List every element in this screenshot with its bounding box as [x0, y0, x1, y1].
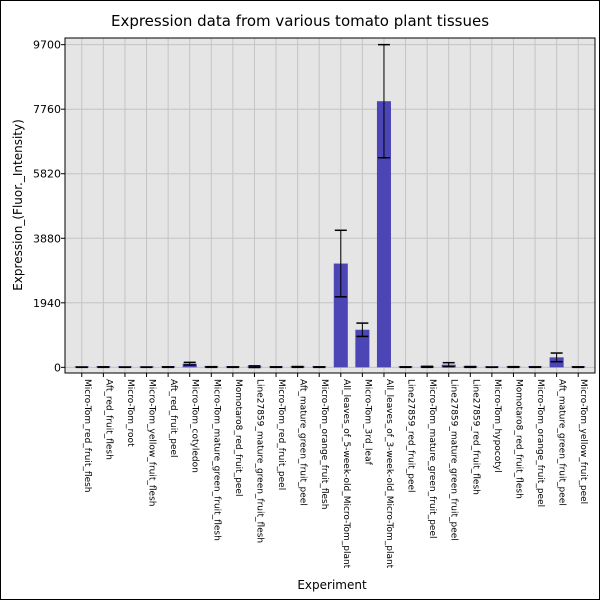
y-axis-label: Expression_(Fluor._Intensity): [11, 119, 25, 291]
y-tick-label: 9700: [33, 39, 61, 52]
error-bar: [205, 365, 218, 369]
error-bar: [572, 366, 585, 369]
grid-lines: [65, 38, 595, 373]
bar: [376, 101, 391, 368]
error-bars-group: [75, 43, 585, 369]
x-tick-label: Micro-Tom_mature_green_fruit_peel: [427, 379, 437, 539]
chart-title: Expression data from various tomato plan…: [111, 12, 489, 30]
bar: [333, 263, 348, 368]
error-bar: [529, 366, 542, 369]
x-tick-label: Micro-Tom_red_fruit_flesh: [82, 379, 92, 493]
error-bar: [97, 366, 110, 369]
error-bar: [334, 229, 347, 298]
y-tick-label: 0: [54, 361, 61, 374]
bar: [355, 329, 370, 368]
error-bar: [421, 365, 434, 369]
x-tick-label: Micro-Tom_root: [125, 379, 135, 447]
x-tick-label: Micro-Tom_red_fruit_peel: [276, 379, 286, 490]
x-tick-label: Line27859_mature_green_fruit_peel: [449, 379, 459, 541]
error-bar: [464, 365, 477, 369]
x-tick-label: Line27859_red_fruit_peel: [406, 379, 416, 493]
y-tick-label: 5820: [33, 168, 61, 181]
x-tick-label: Line27859_red_fruit_flesh: [470, 379, 480, 495]
x-tick-label: All_leaves_of_5-week-old_Micro-Tom_plant: [341, 379, 351, 569]
y-tick-label: 3880: [33, 232, 61, 245]
error-bar: [399, 366, 412, 369]
x-tick-label: Momotaro8_red_fruit_peel: [233, 379, 243, 496]
error-bar: [550, 352, 563, 363]
x-tick-label: Micro-Tom_yellow_fruit_peel: [578, 379, 588, 504]
plot-area: [64, 37, 596, 374]
y-tick-label: 1940: [33, 297, 61, 310]
x-tick-label: Aft_red_fruit_flesh: [103, 379, 113, 460]
x-axis-ticks: Micro-Tom_red_fruit_flesh Aft_red_fruit_f…: [81, 373, 588, 569]
x-tick-label: Micro-Tom_orange_fruit_peel: [535, 379, 545, 507]
x-tick-label: Micro-Tom_yellow_fruit_flesh: [147, 379, 157, 507]
error-bar: [291, 365, 304, 369]
x-tick-label: Micro-Tom_hypocotyl: [492, 379, 502, 473]
x-tick-label: Momotaro8_red_fruit_flesh: [513, 379, 523, 499]
error-bar: [226, 366, 239, 369]
x-tick-label: Micro-Tom_mature_green_fruit_flesh: [211, 379, 221, 541]
error-bar: [313, 366, 326, 369]
error-bar: [162, 366, 175, 369]
x-tick-label: Micro-Tom_orange_fruit_flesh: [319, 379, 329, 509]
x-tick-label: Aft_mature_green_fruit_peel: [298, 379, 308, 506]
x-tick-label: Aft_red_fruit_peel: [168, 379, 178, 458]
y-tick-label: 7760: [33, 103, 61, 116]
error-bar: [377, 43, 390, 159]
x-tick-label: Aft_mature_green_fruit_peel: [557, 379, 567, 506]
error-bar: [248, 365, 261, 369]
y-axis-ticks: 0 1940 3880 5820 7760 9700: [33, 39, 65, 374]
error-bar: [183, 361, 196, 366]
x-tick-label: All_leaves_of_3-week-old_Micro-Tom_plant: [384, 379, 394, 569]
error-bar: [442, 361, 455, 368]
error-bar: [270, 366, 283, 369]
x-tick-label: Micro-Tom_3rd_leaf: [362, 379, 372, 466]
x-axis-label: Experiment: [297, 578, 367, 592]
x-tick-label: Micro-Tom_cotyledon: [190, 379, 200, 473]
error-bar: [507, 365, 520, 369]
plot-border: [64, 37, 596, 374]
error-bar: [356, 322, 369, 338]
x-tick-label: Line27859_mature_green_fruit_flesh: [254, 379, 264, 543]
